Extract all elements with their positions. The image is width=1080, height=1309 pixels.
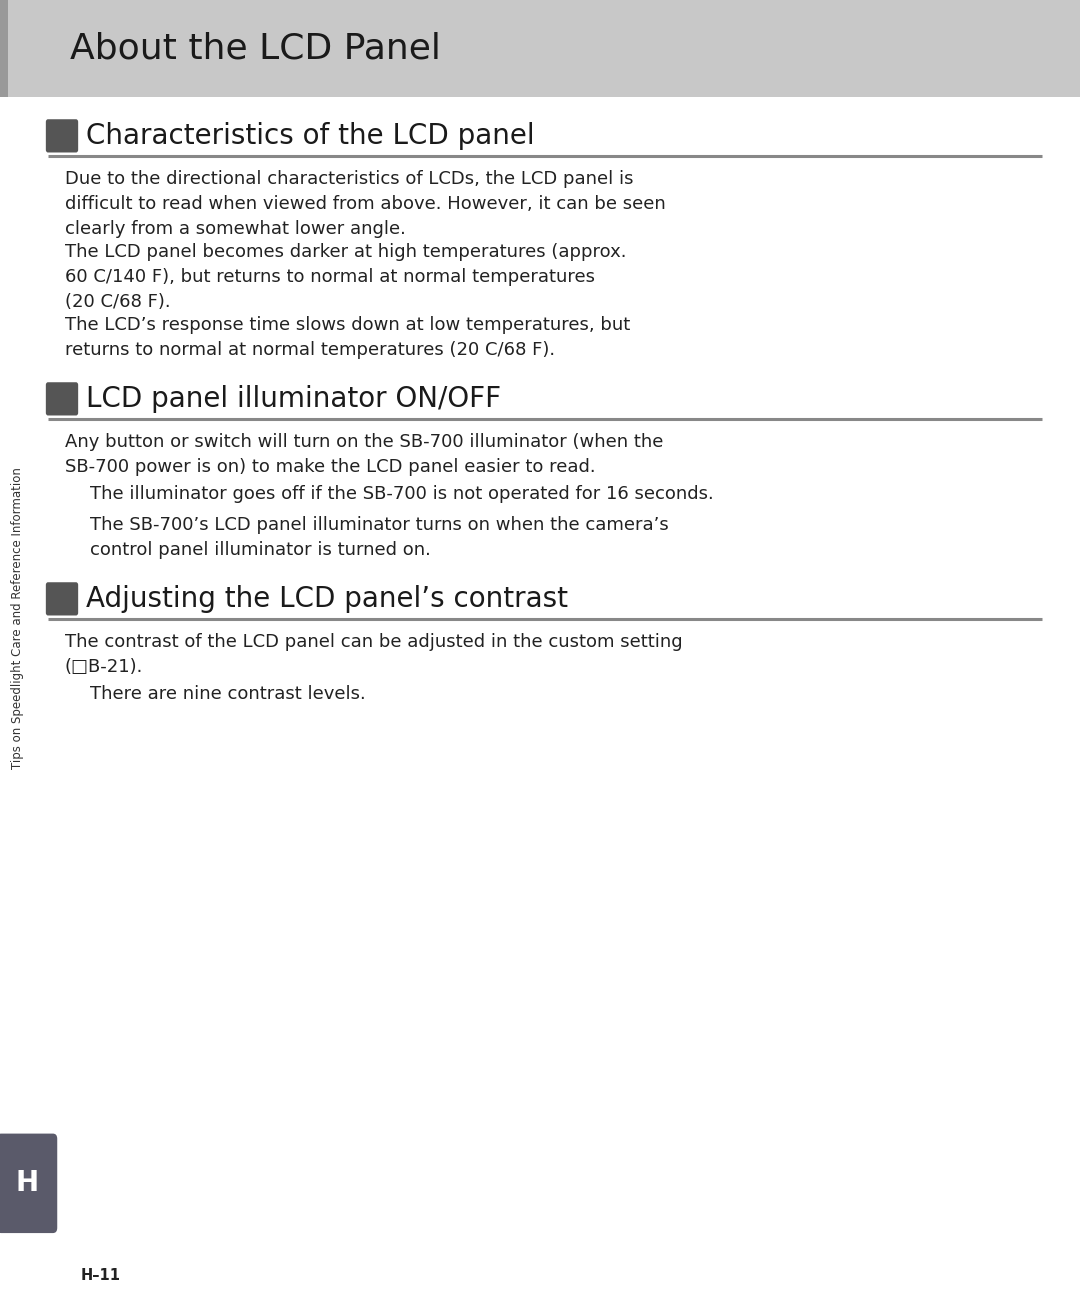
Bar xyxy=(0,0,1080,97)
Text: The SB-700’s LCD panel illuminator turns on when the camera’s
control panel illu: The SB-700’s LCD panel illuminator turns… xyxy=(90,516,669,559)
FancyBboxPatch shape xyxy=(45,583,78,615)
Text: LCD panel illuminator ON/OFF: LCD panel illuminator ON/OFF xyxy=(86,385,501,412)
Text: Characteristics of the LCD panel: Characteristics of the LCD panel xyxy=(86,122,535,149)
Text: There are nine contrast levels.: There are nine contrast levels. xyxy=(90,685,366,703)
Text: Tips on Speedlight Care and Reference Information: Tips on Speedlight Care and Reference In… xyxy=(11,467,24,768)
Text: About the LCD Panel: About the LCD Panel xyxy=(70,31,441,65)
Text: The illuminator goes off if the SB-700 is not operated for 16 seconds.: The illuminator goes off if the SB-700 i… xyxy=(90,484,714,503)
Bar xyxy=(0,0,8,97)
Text: Adjusting the LCD panel’s contrast: Adjusting the LCD panel’s contrast xyxy=(86,585,568,613)
FancyBboxPatch shape xyxy=(45,119,78,152)
Text: H–11: H–11 xyxy=(81,1268,121,1283)
Text: The contrast of the LCD panel can be adjusted in the custom setting
(□B-21).: The contrast of the LCD panel can be adj… xyxy=(65,632,683,675)
FancyBboxPatch shape xyxy=(0,1134,57,1233)
Text: Any button or switch will turn on the SB-700 illuminator (when the
SB-700 power : Any button or switch will turn on the SB… xyxy=(65,433,663,476)
Text: H: H xyxy=(15,1169,39,1198)
Text: Due to the directional characteristics of LCDs, the LCD panel is
difficult to re: Due to the directional characteristics o… xyxy=(65,170,665,238)
FancyBboxPatch shape xyxy=(45,382,78,415)
Text: The LCD’s response time slows down at low temperatures, but
returns to normal at: The LCD’s response time slows down at lo… xyxy=(65,315,631,359)
Text: The LCD panel becomes darker at high temperatures (approx.
60 C/140 F), but retu: The LCD panel becomes darker at high tem… xyxy=(65,243,626,310)
